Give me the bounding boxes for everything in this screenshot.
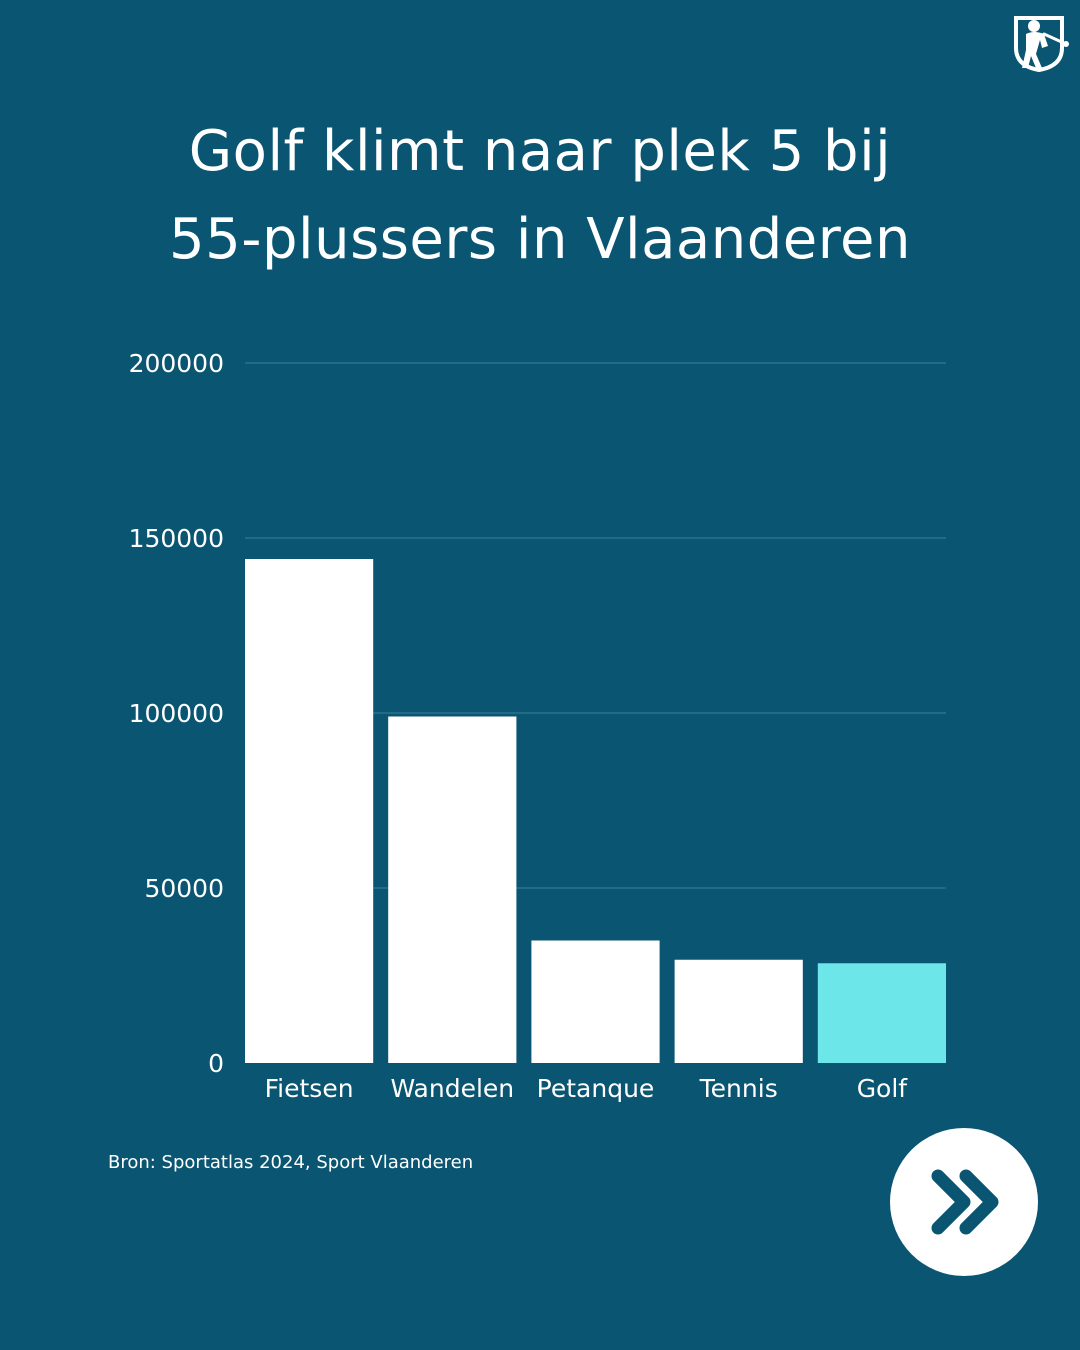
chart-title: Golf klimt naar plek 5 bij 55-plussers i… bbox=[60, 108, 1020, 284]
chart-title-line-2: 55-plussers in Vlaanderen bbox=[169, 207, 911, 272]
y-tick-label: 200000 bbox=[129, 349, 224, 378]
source-note: Bron: Sportatlas 2024, Sport Vlaanderen bbox=[108, 1152, 474, 1173]
bar-petanque bbox=[531, 940, 660, 1063]
y-tick-label: 0 bbox=[208, 1049, 224, 1078]
x-tick-label: Fietsen bbox=[265, 1074, 354, 1103]
bar-wandelen bbox=[388, 716, 517, 1063]
bar-tennis bbox=[674, 959, 803, 1063]
bar-golf bbox=[817, 963, 946, 1063]
y-tick-label: 150000 bbox=[129, 524, 224, 553]
x-tick-label: Wandelen bbox=[390, 1074, 514, 1103]
chart-title-line-1: Golf klimt naar plek 5 bij bbox=[188, 119, 892, 184]
golfer-logo-icon bbox=[1004, 10, 1070, 74]
y-tick-label: 50000 bbox=[144, 874, 224, 903]
double-chevron-right-icon bbox=[931, 1169, 999, 1235]
next-button[interactable] bbox=[890, 1128, 1038, 1276]
x-tick-label: Golf bbox=[857, 1074, 909, 1103]
y-tick-label: 100000 bbox=[129, 699, 224, 728]
x-tick-label: Tennis bbox=[699, 1074, 778, 1103]
x-tick-label: Petanque bbox=[537, 1074, 655, 1103]
bar-chart: 0 50000 100000 150000 200000 Fietsen Wandelen P… bbox=[129, 349, 946, 1103]
bar-fietsen bbox=[245, 559, 374, 1063]
